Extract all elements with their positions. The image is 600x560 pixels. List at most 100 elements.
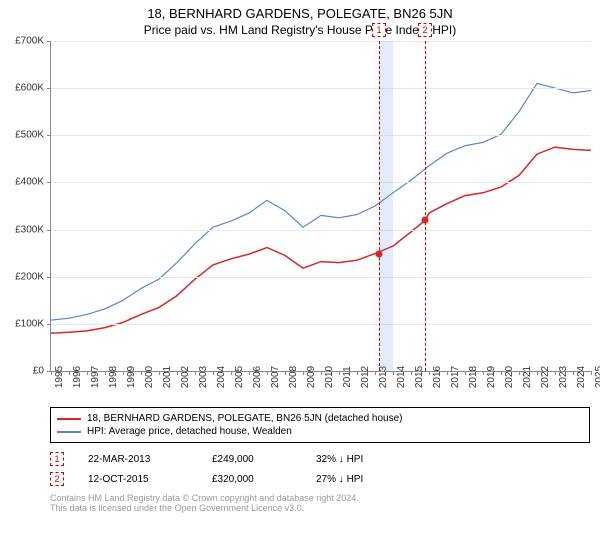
y-tick xyxy=(47,230,51,231)
x-tick xyxy=(573,371,574,375)
x-axis-label: 1997 xyxy=(90,366,101,388)
x-tick xyxy=(231,371,232,375)
x-tick xyxy=(123,371,124,375)
x-tick xyxy=(411,371,412,375)
series-line-hpi xyxy=(51,83,591,320)
x-axis-label: 1999 xyxy=(126,366,137,388)
x-tick xyxy=(537,371,538,375)
x-axis-label: 2001 xyxy=(162,366,173,388)
x-axis-label: 2009 xyxy=(306,366,317,388)
x-tick xyxy=(285,371,286,375)
y-axis-label: £600K xyxy=(15,83,44,94)
chart-area: 1995199619971998199920002001200220032004… xyxy=(50,41,590,401)
legend-swatch xyxy=(57,418,81,420)
sale-marker-vline xyxy=(425,41,426,371)
x-axis-label: 2023 xyxy=(558,366,569,388)
y-tick xyxy=(47,41,51,42)
legend-swatch xyxy=(57,431,81,433)
y-axis-label: £100K xyxy=(15,318,44,329)
legend-label: HPI: Average price, detached house, Weal… xyxy=(87,426,292,437)
x-tick xyxy=(465,371,466,375)
x-tick xyxy=(267,371,268,375)
x-axis-label: 2008 xyxy=(288,366,299,388)
event-price: £320,000 xyxy=(212,474,292,485)
x-axis-label: 2019 xyxy=(486,366,497,388)
event-row: 2 12-OCT-2015 £320,000 27% ↓ HPI xyxy=(50,469,590,489)
y-axis-label: £200K xyxy=(15,271,44,282)
gridline-h xyxy=(51,135,591,136)
x-axis-label: 2020 xyxy=(504,366,515,388)
gridline-h xyxy=(51,324,591,325)
x-tick xyxy=(357,371,358,375)
gridline-h xyxy=(51,230,591,231)
footer-line-1: Contains HM Land Registry data © Crown c… xyxy=(50,493,590,503)
legend-item: HPI: Average price, detached house, Weal… xyxy=(57,425,583,438)
x-tick xyxy=(303,371,304,375)
y-tick xyxy=(47,324,51,325)
y-axis-label: £0 xyxy=(33,366,44,377)
chart-container: 18, BERNHARD GARDENS, POLEGATE, BN26 5JN… xyxy=(0,0,600,560)
sale-point xyxy=(375,250,382,257)
sale-period-band xyxy=(379,41,393,371)
x-tick xyxy=(393,371,394,375)
x-axis-label: 2021 xyxy=(522,366,533,388)
gridline-h xyxy=(51,88,591,89)
events-table: 122-MAR-2013£249,00032% ↓ HPI212-OCT-201… xyxy=(50,449,590,489)
x-tick xyxy=(375,371,376,375)
y-tick xyxy=(47,182,51,183)
event-diff: 27% ↓ HPI xyxy=(316,474,406,485)
series-line-property xyxy=(51,147,591,333)
x-axis-label: 1995 xyxy=(54,366,65,388)
plot-area: 1995199619971998199920002001200220032004… xyxy=(50,41,591,372)
event-price: £249,000 xyxy=(212,454,292,465)
x-axis-label: 2000 xyxy=(144,366,155,388)
x-tick xyxy=(51,371,52,375)
x-axis-label: 2005 xyxy=(234,366,245,388)
chart-title: 18, BERNHARD GARDENS, POLEGATE, BN26 5JN xyxy=(0,0,600,21)
x-tick xyxy=(339,371,340,375)
x-tick xyxy=(483,371,484,375)
x-tick xyxy=(195,371,196,375)
x-axis-label: 2002 xyxy=(180,366,191,388)
y-axis-label: £300K xyxy=(15,224,44,235)
x-axis-label: 2012 xyxy=(360,366,371,388)
x-tick xyxy=(321,371,322,375)
x-axis-label: 2015 xyxy=(414,366,425,388)
x-tick xyxy=(555,371,556,375)
x-axis-label: 2018 xyxy=(468,366,479,388)
x-axis-label: 2004 xyxy=(216,366,227,388)
x-axis-label: 2025 xyxy=(594,366,600,388)
event-diff: 32% ↓ HPI xyxy=(316,454,406,465)
x-tick xyxy=(519,371,520,375)
y-axis-label: £500K xyxy=(15,130,44,141)
gridline-h xyxy=(51,182,591,183)
y-axis-label: £700K xyxy=(15,36,44,47)
chart-lines-svg xyxy=(51,41,591,371)
gridline-h xyxy=(51,277,591,278)
event-date: 12-OCT-2015 xyxy=(88,474,188,485)
event-date: 22-MAR-2013 xyxy=(88,454,188,465)
sale-marker-box: 1 xyxy=(372,23,386,37)
x-tick xyxy=(591,371,592,375)
gridline-h xyxy=(51,41,591,42)
x-tick xyxy=(105,371,106,375)
footer-line-2: This data is licensed under the Open Gov… xyxy=(50,503,590,513)
x-axis-label: 1998 xyxy=(108,366,119,388)
x-axis-label: 2011 xyxy=(342,366,353,388)
x-axis-label: 2003 xyxy=(198,366,209,388)
x-axis-label: 2006 xyxy=(252,366,263,388)
x-tick xyxy=(177,371,178,375)
sale-point xyxy=(422,217,429,224)
x-tick xyxy=(87,371,88,375)
chart-subtitle: Price paid vs. HM Land Registry's House … xyxy=(0,21,600,41)
x-tick xyxy=(141,371,142,375)
x-axis-label: 2022 xyxy=(540,366,551,388)
legend-box: 18, BERNHARD GARDENS, POLEGATE, BN26 5JN… xyxy=(50,407,590,443)
event-marker-box: 2 xyxy=(50,472,64,486)
x-tick xyxy=(501,371,502,375)
x-axis-label: 2024 xyxy=(576,366,587,388)
x-tick xyxy=(429,371,430,375)
y-axis-label: £400K xyxy=(15,177,44,188)
legend-label: 18, BERNHARD GARDENS, POLEGATE, BN26 5JN… xyxy=(87,413,403,424)
x-tick xyxy=(249,371,250,375)
